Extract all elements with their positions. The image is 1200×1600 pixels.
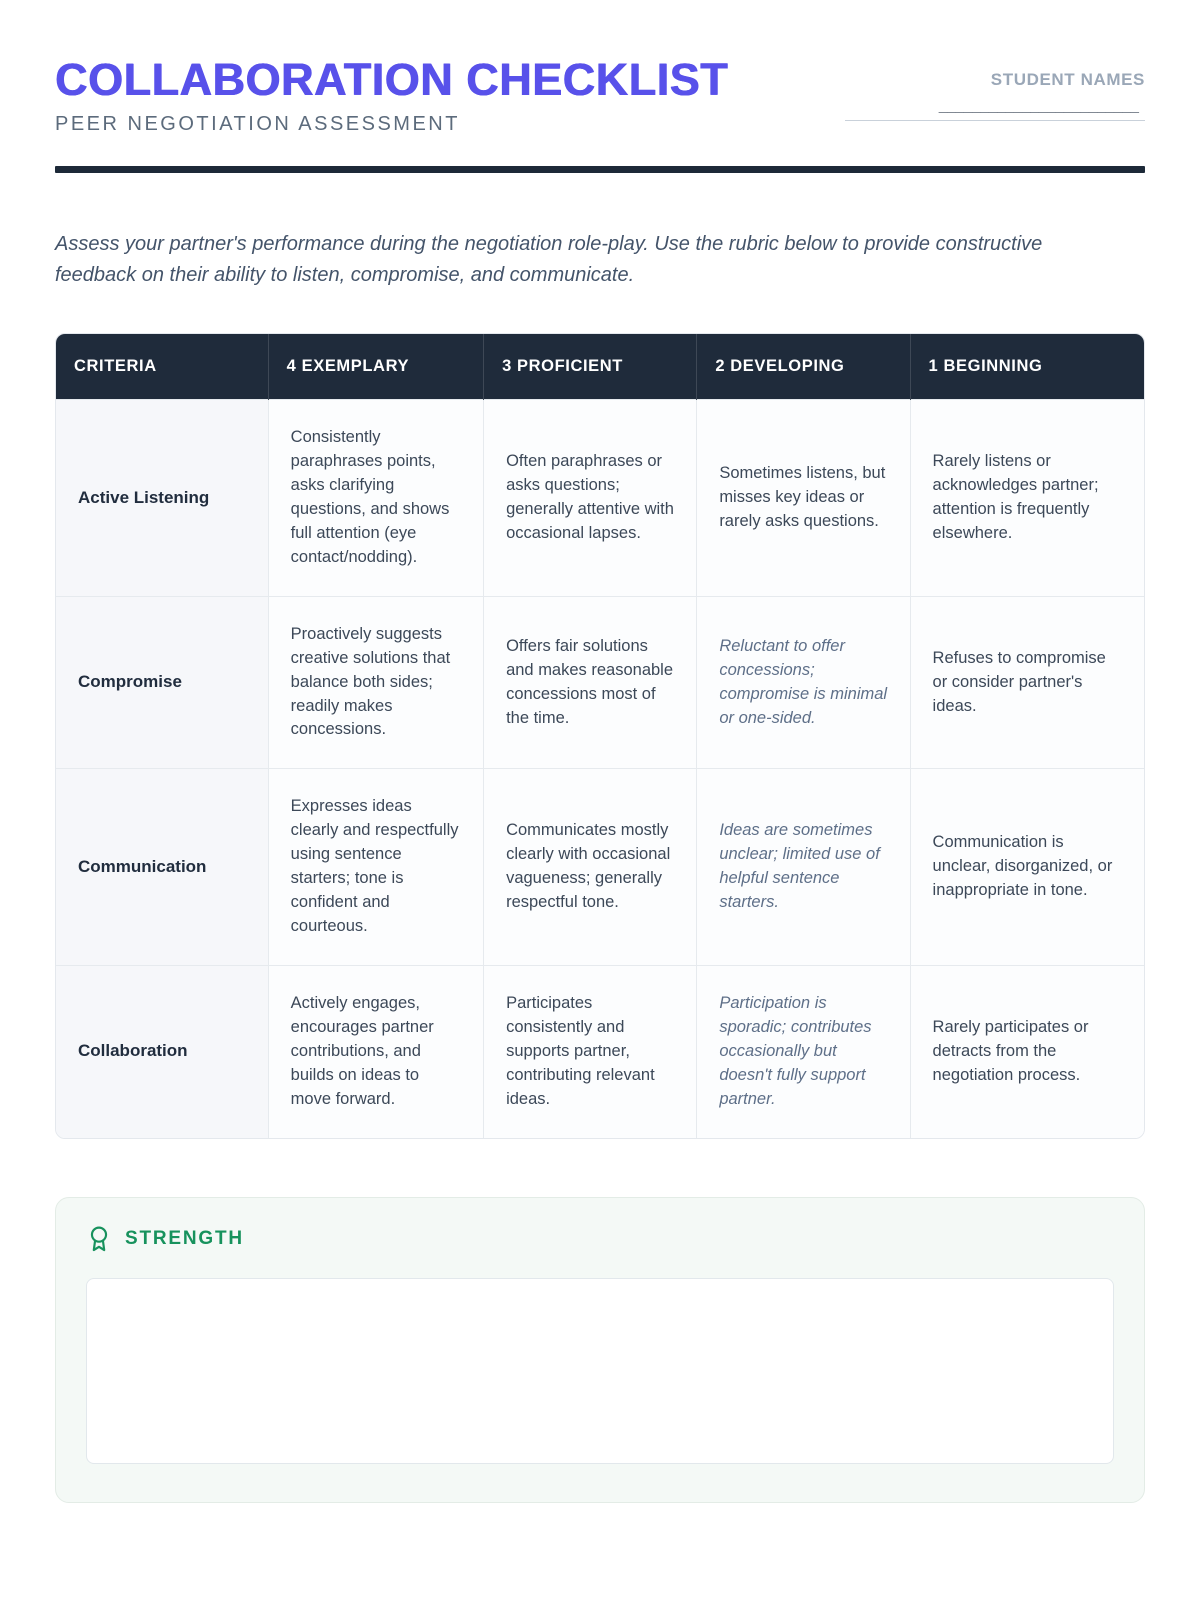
proficient-cell: Often paraphrases or asks questions; gen… bbox=[483, 399, 697, 597]
header-divider bbox=[55, 166, 1145, 174]
column-header-proficient: 3 PROFICIENT bbox=[483, 334, 697, 400]
award-ribbon-icon bbox=[86, 1226, 112, 1252]
student-names-label: STUDENT NAMES bbox=[990, 70, 1145, 89]
page-title: COLLABORATION CHECKLIST bbox=[55, 54, 729, 105]
beginning-cell: Rarely listens or acknowledges partner; … bbox=[909, 399, 1144, 597]
worksheet-page: COLLABORATION CHECKLIST PEER NEGOTIATION… bbox=[55, 56, 1145, 1503]
beginning-cell: Refuses to compromise or consider partne… bbox=[909, 595, 1144, 769]
strength-notes-input[interactable] bbox=[86, 1277, 1114, 1464]
instructions-text: Assess your partner's performance during… bbox=[55, 233, 1043, 287]
column-header-beginning: 1 BEGINNING bbox=[909, 334, 1144, 400]
student-names-field[interactable]: ________________________ bbox=[845, 98, 1145, 121]
exemplary-cell: Consistently paraphrases points, asks cl… bbox=[267, 399, 484, 597]
document-header: COLLABORATION CHECKLIST PEER NEGOTIATION… bbox=[55, 56, 1145, 136]
page-subtitle: PEER NEGOTIATION ASSESSMENT bbox=[55, 113, 460, 136]
proficient-cell: Offers fair solutions and makes reasonab… bbox=[483, 595, 697, 769]
beginning-cell: Communication is unclear, disorganized, … bbox=[909, 768, 1144, 966]
criterion-label: Active Listening bbox=[56, 399, 269, 597]
strength-header: STRENGTH bbox=[86, 1226, 1114, 1252]
proficient-cell: Participates consistently and supports p… bbox=[483, 964, 697, 1138]
rubric-header-row: CRITERIA 4 EXEMPLARY 3 PROFICIENT 2 DEVE… bbox=[56, 334, 1144, 400]
exemplary-cell: Actively engages, encourages partner con… bbox=[267, 964, 484, 1138]
title-block: COLLABORATION CHECKLIST PEER NEGOTIATION… bbox=[55, 56, 728, 136]
criterion-label: Communication bbox=[56, 768, 269, 966]
rubric-row: Communication Expresses ideas clearly an… bbox=[56, 768, 1144, 966]
exemplary-cell: Proactively suggests creative solutions … bbox=[267, 595, 484, 769]
rubric-row: Active Listening Consistently paraphrase… bbox=[56, 399, 1144, 597]
criterion-label: Collaboration bbox=[56, 964, 269, 1138]
proficient-cell: Communicates mostly clearly with occasio… bbox=[483, 768, 697, 966]
student-names-block: STUDENT NAMES ________________________ bbox=[845, 70, 1145, 121]
rubric-row: Compromise Proactively suggests creative… bbox=[56, 595, 1144, 769]
column-header-criteria: CRITERIA bbox=[56, 334, 269, 400]
criterion-label: Compromise bbox=[56, 595, 269, 769]
exemplary-cell: Expresses ideas clearly and respectfully… bbox=[267, 768, 484, 966]
developing-cell: Reluctant to offer concessions; compromi… bbox=[696, 595, 911, 769]
rubric-row: Collaboration Actively engages, encourag… bbox=[56, 964, 1144, 1138]
rubric-table-container: CRITERIA 4 EXEMPLARY 3 PROFICIENT 2 DEVE… bbox=[55, 333, 1145, 1139]
column-header-developing: 2 DEVELOPING bbox=[696, 334, 911, 400]
developing-cell: Ideas are sometimes unclear; limited use… bbox=[696, 768, 911, 966]
strength-section: STRENGTH bbox=[55, 1196, 1145, 1503]
developing-cell: Sometimes listens, but misses key ideas … bbox=[696, 399, 911, 597]
strength-label: STRENGTH bbox=[125, 1227, 244, 1249]
developing-cell: Participation is sporadic; contributes o… bbox=[696, 964, 911, 1138]
beginning-cell: Rarely participates or detracts from the… bbox=[909, 964, 1144, 1138]
column-header-exemplary: 4 EXEMPLARY bbox=[267, 334, 484, 400]
rubric-table: CRITERIA 4 EXEMPLARY 3 PROFICIENT 2 DEVE… bbox=[56, 334, 1144, 1138]
